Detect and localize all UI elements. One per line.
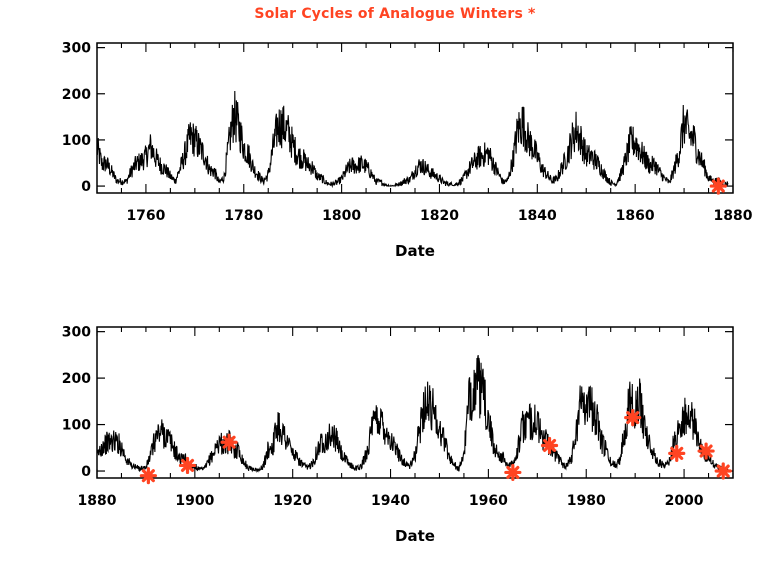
y-tick-label: 100: [62, 133, 91, 149]
analogue-winter-marker: [697, 442, 715, 460]
y-tick-label: 0: [81, 464, 91, 480]
y-tick-label: 300: [62, 325, 91, 341]
x-tick-label: 1840: [518, 208, 557, 224]
y-tick-label: 200: [62, 371, 91, 387]
x-tick-label: 1820: [420, 208, 459, 224]
analogue-winter-marker: [709, 177, 727, 195]
analogue-winter-marker: [668, 444, 686, 462]
x-tick-label: 1880: [714, 208, 753, 224]
y-tick-label: 100: [62, 418, 91, 434]
x-tick-label: 1960: [469, 493, 508, 509]
x-axis-title: Date: [395, 242, 435, 260]
analogue-winter-marker: [714, 462, 732, 480]
bottom-panel: 0 100 200 300 1880 1900 1920 1940 1960 1980 2000 Da…: [62, 325, 734, 545]
analogue-winter-marker: [540, 436, 559, 455]
analogue-winter-marker: [178, 456, 197, 475]
x-tick-label: 1760: [126, 208, 165, 224]
x-tick-label: 1880: [78, 493, 117, 509]
top-panel: 0 100 200 300 1760 1780 1800 1820 1840 1860 1880 Da…: [62, 41, 753, 260]
x-tick-label: 1800: [322, 208, 361, 224]
sunspot-series-line: [97, 91, 729, 189]
y-tick-label: 0: [81, 179, 91, 195]
x-tick-label: 1860: [616, 208, 655, 224]
sunspot-series-line: [97, 354, 729, 473]
analogue-winter-marker: [220, 433, 238, 451]
x-tick-label: 1920: [273, 493, 312, 509]
x-axis-title: Date: [395, 527, 435, 545]
x-tick-label: 2000: [665, 493, 704, 509]
analogue-winter-marker: [624, 409, 642, 427]
x-tick-label: 1900: [175, 493, 214, 509]
x-tick-label: 1980: [567, 493, 606, 509]
x-tick-label: 1940: [371, 493, 410, 509]
y-tick-label: 300: [62, 41, 91, 57]
chart-title: Solar Cycles of Analogue Winters *: [254, 6, 536, 22]
x-tick-label: 1780: [224, 208, 263, 224]
analogue-winter-marker: [139, 467, 157, 485]
analogue-winter-marker: [504, 463, 522, 482]
y-tick-label: 200: [62, 87, 91, 103]
